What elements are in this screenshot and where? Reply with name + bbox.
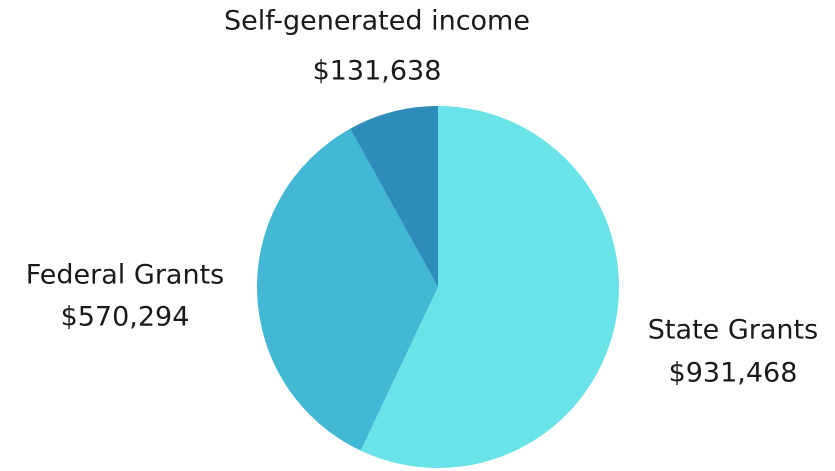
pie-slice <box>257 128 438 451</box>
slice-value: $131,638 <box>313 56 442 87</box>
pie-slice <box>360 106 619 468</box>
slice-value: $570,294 <box>61 302 190 333</box>
slice-label: Self-generated income <box>224 6 530 37</box>
pie-slice <box>350 106 438 287</box>
slice-label: Federal Grants <box>26 260 224 291</box>
slice-label: State Grants <box>648 315 818 346</box>
slice-value: $931,468 <box>669 358 798 389</box>
